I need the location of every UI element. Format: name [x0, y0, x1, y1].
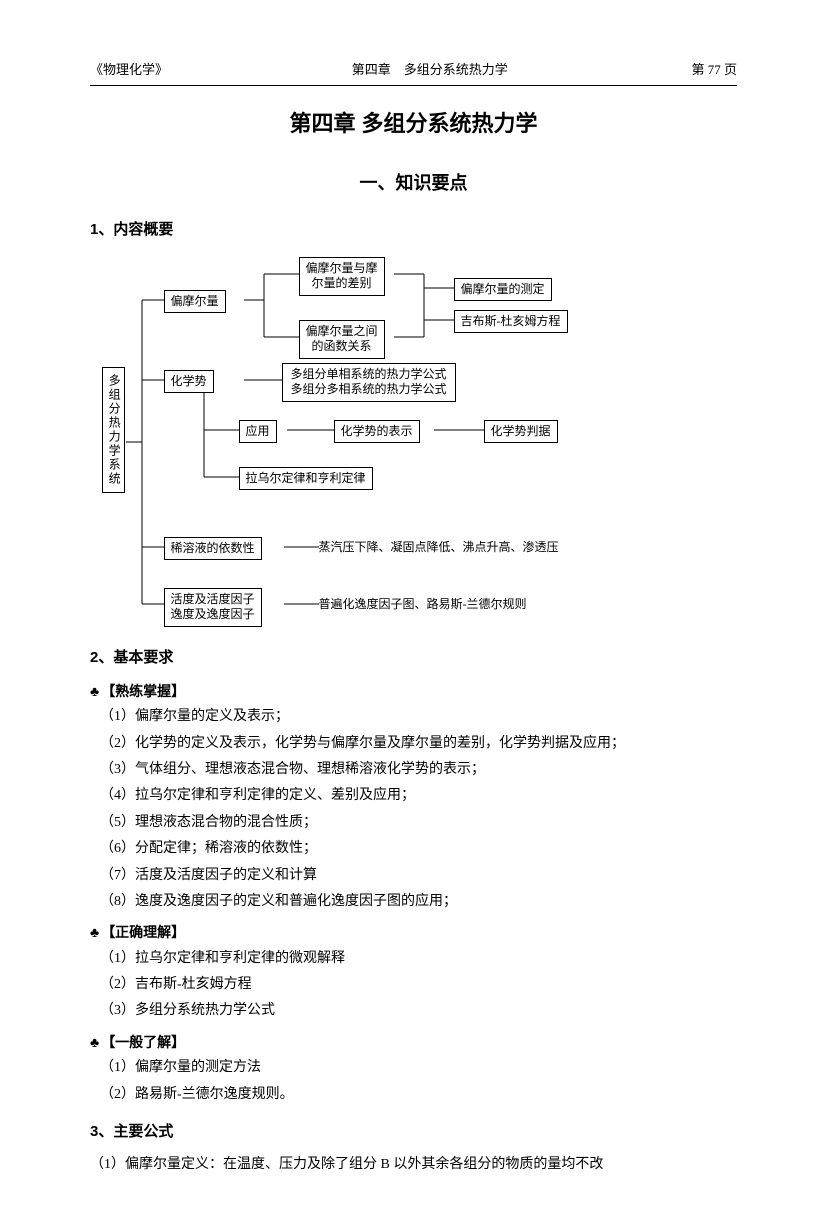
concept-diagram: 多组分热力学系统 偏摩尔量 化学势 稀溶液的依数性 活度及活度因子 逸度及逸度因…	[94, 252, 734, 632]
master-item: （6）分配定律；稀溶液的依数性；	[90, 838, 737, 860]
node-measure: 偏摩尔量的测定	[454, 278, 552, 302]
node-partial-molar: 偏摩尔量	[164, 290, 226, 314]
sub-title-content-overview: 1、内容概要	[90, 218, 737, 242]
page-header: 《物理化学》 第四章 多组分系统热力学 第 77 页	[90, 60, 737, 86]
sub-title-formulas: 3、主要公式	[90, 1120, 737, 1144]
node-formula-single: 多组分单相系统的热力学公式	[291, 367, 447, 381]
node-func-relation: 偏摩尔量之间 的函数关系	[299, 320, 385, 359]
node-activity-line1: 活度及活度因子	[171, 592, 255, 606]
club-icon: ♣	[90, 680, 99, 702]
know-item: （2）路易斯-兰德尔逸度规则。	[90, 1084, 737, 1106]
node-chem-potential: 化学势	[164, 370, 214, 394]
section-title: 一、知识要点	[90, 169, 737, 198]
level-understand: ♣【正确理解】	[90, 921, 737, 943]
master-item: （5）理想液态混合物的混合性质；	[90, 812, 737, 834]
node-formula-multi: 多组分多相系统的热力学公式	[291, 382, 447, 396]
master-item: （3）气体组分、理想液态混合物、理想稀溶液化学势的表示；	[90, 759, 737, 781]
node-formulas: 多组分单相系统的热力学公式 多组分多相系统的热力学公式	[282, 363, 456, 402]
node-raoult-henry: 拉乌尔定律和亨利定律	[239, 467, 373, 491]
node-expression: 化学势的表示	[334, 420, 420, 444]
header-chapter: 第四章 多组分系统热力学	[168, 60, 691, 81]
level-know: ♣【一般了解】	[90, 1031, 737, 1053]
club-icon: ♣	[90, 921, 99, 943]
master-item: （4）拉乌尔定律和亨利定律的定义、差别及应用；	[90, 785, 737, 807]
master-item: （1）偏摩尔量的定义及表示；	[90, 706, 737, 728]
know-item: （1）偏摩尔量的测定方法	[90, 1057, 737, 1079]
node-gibbs-duhem: 吉布斯-杜亥姆方程	[454, 310, 568, 334]
text-fugacity-rules: 普遍化逸度因子图、路易斯-兰德尔规则	[319, 597, 527, 613]
header-course: 《物理化学》	[90, 60, 168, 81]
header-page: 第 77 页	[691, 60, 737, 81]
club-icon: ♣	[90, 1031, 99, 1053]
node-criterion: 化学势判据	[484, 420, 558, 444]
understand-item: （3）多组分系统热力学公式	[90, 1000, 737, 1022]
master-item: （8）逸度及逸度因子的定义和普遍化逸度因子图的应用；	[90, 891, 737, 913]
master-item: （7）活度及活度因子的定义和计算	[90, 865, 737, 887]
chapter-title: 第四章 多组分系统热力学	[90, 106, 737, 141]
node-dilute: 稀溶液的依数性	[164, 537, 262, 561]
text-dilute-effects: 蒸汽压下降、凝固点降低、沸点升高、渗透压	[319, 540, 559, 556]
understand-item: （1）拉乌尔定律和亨利定律的微观解释	[90, 948, 737, 970]
understand-item: （2）吉布斯-杜亥姆方程	[90, 974, 737, 996]
formula-intro: （1）偏摩尔量定义：在温度、压力及除了组分 B 以外其余各组分的物质的量均不改	[90, 1154, 737, 1176]
level-master: ♣【熟练掌握】	[90, 680, 737, 702]
node-diff: 偏摩尔量与摩 尔量的差别	[299, 257, 385, 296]
master-item: （2）化学势的定义及表示，化学势与偏摩尔量及摩尔量的差别，化学势判据及应用；	[90, 733, 737, 755]
sub-title-requirements: 2、基本要求	[90, 646, 737, 670]
node-activity-line2: 逸度及逸度因子	[171, 607, 255, 621]
node-application: 应用	[239, 420, 277, 444]
node-root: 多组分热力学系统	[102, 367, 126, 493]
node-activity-fugacity: 活度及活度因子 逸度及逸度因子	[164, 588, 262, 627]
